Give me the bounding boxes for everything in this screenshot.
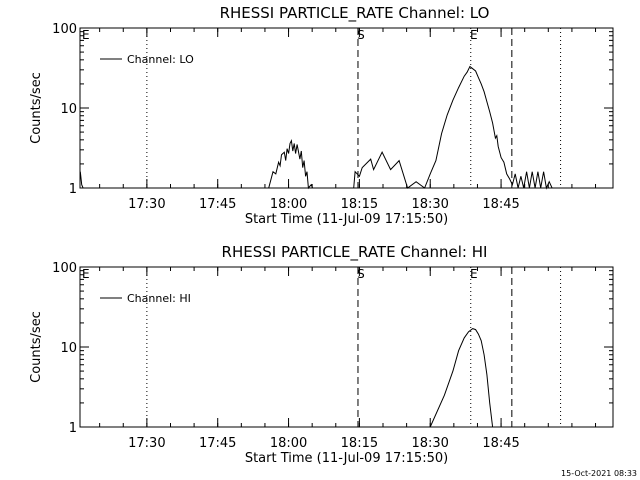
plot-frame [79, 27, 614, 189]
legend-label: Channel: HI [127, 292, 191, 305]
corner-label: E [82, 28, 90, 42]
x-tick-label: 18:30 [411, 436, 448, 451]
x-tick-label: 18:15 [341, 197, 378, 212]
corner-label: E [82, 267, 90, 281]
y-tick-label: 1 [69, 182, 77, 197]
x-tick-label: 18:30 [411, 197, 448, 212]
legend-label: Channel: LO [127, 53, 194, 66]
y-tick-label: 100 [52, 22, 77, 37]
y-tick-label: 100 [52, 261, 77, 276]
x-tick-label: 18:45 [482, 197, 519, 212]
plot-frame [79, 266, 614, 428]
panel-lo: RHESSI PARTICLE_RATE Channel: LO 1 10 100 17… [29, 4, 614, 227]
x-axis-label: Start Time (11-Jul-09 17:15:50) [245, 451, 448, 466]
vline-label: E [470, 28, 478, 42]
chart-title: RHESSI PARTICLE_RATE Channel: LO [220, 4, 490, 23]
y-tick-label: 10 [60, 102, 77, 117]
x-tick-label: 17:30 [128, 197, 165, 212]
x-tick-label: 18:00 [270, 197, 307, 212]
x-tick-label: 17:30 [128, 436, 165, 451]
y-tick-label: 1 [69, 421, 77, 436]
y-axis-label: Counts/sec [29, 311, 44, 383]
y-tick-label: 10 [60, 341, 77, 356]
x-tick-label: 17:45 [199, 197, 236, 212]
vline-label: S [357, 28, 365, 42]
series-line-hi [429, 328, 494, 428]
x-axis-label: Start Time (11-Jul-09 17:15:50) [245, 212, 448, 227]
chart-title: RHESSI PARTICLE_RATE Channel: HI [222, 243, 488, 262]
vline-label: E [470, 267, 478, 281]
x-tick-label: 17:45 [199, 436, 236, 451]
panel-hi: RHESSI PARTICLE_RATE Channel: HI 1 10 100 17… [29, 243, 614, 466]
y-axis-label: Counts/sec [29, 72, 44, 144]
footer-timestamp: 15-Oct-2021 08:33 [561, 469, 637, 478]
x-tick-label: 18:15 [341, 436, 378, 451]
vline-label: S [357, 267, 365, 281]
x-tick-label: 18:45 [482, 436, 519, 451]
series-line-lo [79, 65, 553, 190]
x-tick-label: 18:00 [270, 436, 307, 451]
